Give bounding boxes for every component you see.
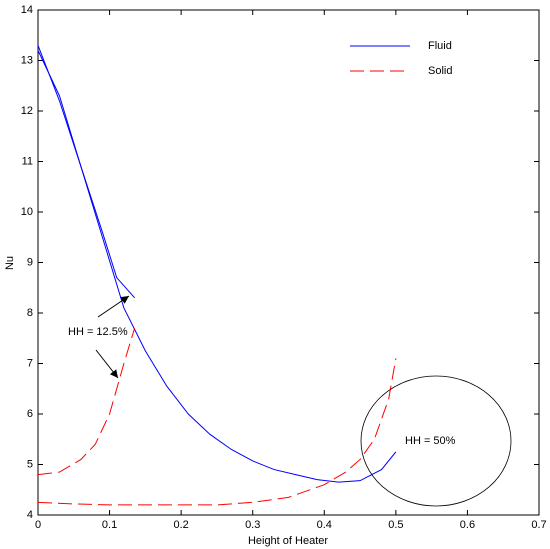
x-tick-label: 0.1 <box>102 519 117 531</box>
y-axis-label: Nu <box>4 256 16 270</box>
y-tick-label: 12 <box>21 105 33 117</box>
x-tick-label: 0.4 <box>317 519 332 531</box>
series-line <box>37 328 136 476</box>
annotation-arrow <box>97 295 130 318</box>
y-tick-label: 9 <box>27 256 33 268</box>
x-axis-label: Height of Heater <box>248 535 328 547</box>
y-tick-label: 10 <box>21 206 33 218</box>
legend-label: Solid <box>428 65 452 77</box>
x-tick-label: 0.7 <box>531 519 546 531</box>
y-tick-label: 8 <box>27 307 33 319</box>
series-line <box>37 50 135 299</box>
series-line <box>37 45 397 483</box>
y-tick-label: 5 <box>27 458 33 470</box>
legend-label: Fluid <box>428 40 452 52</box>
x-tick-label: 0.2 <box>173 519 188 531</box>
y-tick-label: 11 <box>22 155 33 167</box>
series-line <box>37 358 397 506</box>
y-tick-label: 4 <box>27 509 33 521</box>
annotation: HH = 50% <box>405 435 456 447</box>
y-tick-label: 14 <box>21 4 33 16</box>
annotation: HH = 12.5% <box>68 326 128 338</box>
x-tick-label: 0.6 <box>460 519 475 531</box>
x-tick-label: 0.3 <box>245 519 260 531</box>
annotation-arrow <box>95 349 119 379</box>
plot-frame <box>37 9 540 516</box>
y-tick-label: 7 <box>27 357 33 369</box>
y-tick-label: 6 <box>27 408 33 420</box>
x-tick-label: 0.5 <box>388 519 403 531</box>
y-tick-label: 13 <box>21 54 33 66</box>
annotation-ellipse <box>360 375 512 507</box>
x-tick-label: 0 <box>35 519 41 531</box>
